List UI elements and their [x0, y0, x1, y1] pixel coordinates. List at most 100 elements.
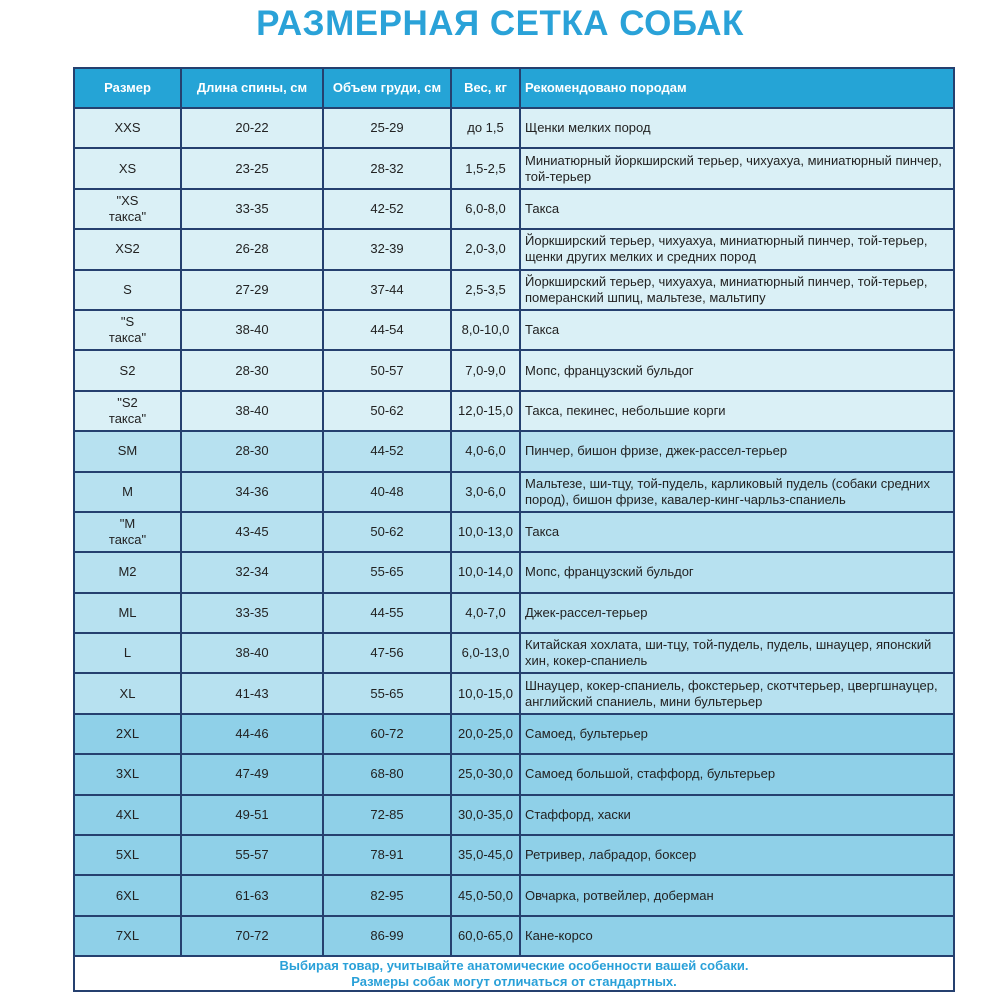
size-cell: M [73, 470, 182, 513]
chest-cell: 44-55 [322, 591, 452, 635]
header-weight: Вес, кг [450, 67, 521, 109]
back-length-cell: 38-40 [180, 389, 324, 433]
weight-cell: до 1,5 [450, 106, 521, 150]
back-length-cell: 44-46 [180, 712, 324, 756]
breeds-cell: Такса [519, 187, 955, 231]
table-row: XS 23-25 28-32 1,5-2,5 Миниатюрный йоркширск… [73, 147, 955, 190]
breeds-cell: Йоркширский терьер, чихуахуа, миниатюрны… [519, 228, 955, 271]
back-length-cell: 32-34 [180, 551, 324, 594]
back-length-cell: 33-35 [180, 187, 324, 231]
size-cell: XXS [73, 106, 182, 150]
weight-cell: 7,0-9,0 [450, 349, 521, 392]
breeds-cell: Мопс, французский бульдог [519, 551, 955, 594]
chest-cell: 47-56 [322, 632, 452, 675]
back-length-cell: 28-30 [180, 349, 324, 392]
table-row: M 34-36 40-48 3,0-6,0 Мальтезе, ши-тцу, той-… [73, 470, 955, 513]
back-length-cell: 26-28 [180, 228, 324, 271]
weight-cell: 4,0-7,0 [450, 591, 521, 635]
breeds-cell: Овчарка, ротвейлер, доберман [519, 874, 955, 917]
weight-cell: 4,0-6,0 [450, 430, 521, 473]
weight-cell: 6,0-8,0 [450, 187, 521, 231]
back-length-cell: 41-43 [180, 672, 324, 715]
chest-cell: 32-39 [322, 228, 452, 271]
breeds-cell: Миниатюрный йоркширский терьер, чихуахуа… [519, 147, 955, 190]
weight-cell: 2,0-3,0 [450, 228, 521, 271]
back-length-cell: 27-29 [180, 268, 324, 311]
chest-cell: 86-99 [322, 914, 452, 958]
chest-cell: 25-29 [322, 106, 452, 150]
chest-cell: 78-91 [322, 834, 452, 877]
footer-note: Выбирая товар, учитывайте анатомические … [73, 955, 955, 993]
back-length-cell: 28-30 [180, 430, 324, 473]
weight-cell: 60,0-65,0 [450, 914, 521, 958]
back-length-cell: 49-51 [180, 793, 324, 837]
breeds-cell: Ретривер, лабрадор, боксер [519, 834, 955, 877]
header-back-length: Длина спины, см [180, 67, 324, 109]
chest-cell: 37-44 [322, 268, 452, 311]
footer-row: Выбирая товар, учитывайте анатомические … [73, 955, 955, 993]
weight-cell: 10,0-14,0 [450, 551, 521, 594]
chest-cell: 50-62 [322, 510, 452, 554]
chest-cell: 50-62 [322, 389, 452, 433]
back-length-cell: 43-45 [180, 510, 324, 554]
size-cell: ML [73, 591, 182, 635]
table-row: S 27-29 37-44 2,5-3,5 Йоркширский терьер, чи… [73, 268, 955, 311]
breeds-cell: Самоед, бультерьер [519, 712, 955, 756]
breeds-cell: Стаффорд, хаски [519, 793, 955, 837]
weight-cell: 30,0-35,0 [450, 793, 521, 837]
size-cell: 4XL [73, 793, 182, 837]
table-row: S2 28-30 50-57 7,0-9,0 Мопс, французский бул… [73, 349, 955, 392]
back-length-cell: 38-40 [180, 632, 324, 675]
chest-cell: 60-72 [322, 712, 452, 756]
size-cell: "XS такса" [73, 187, 182, 231]
back-length-cell: 61-63 [180, 874, 324, 917]
breeds-cell: Мальтезе, ши-тцу, той-пудель, карликовый… [519, 470, 955, 513]
chest-cell: 50-57 [322, 349, 452, 392]
back-length-cell: 47-49 [180, 753, 324, 796]
table-row: 7XL 70-72 86-99 60,0-65,0 Кане-корсо [73, 914, 955, 958]
breeds-cell: Такса, пекинес, небольшие корги [519, 389, 955, 433]
size-cell: "M такса" [73, 510, 182, 554]
header-chest: Объем груди, см [322, 67, 452, 109]
table-row: "S2 такса" 38-40 50-62 12,0-15,0 Такса, пеки… [73, 389, 955, 433]
chest-cell: 72-85 [322, 793, 452, 837]
table-row: "XS такса" 33-35 42-52 6,0-8,0 Такса [73, 187, 955, 231]
breeds-cell: Мопс, французский бульдог [519, 349, 955, 392]
table-row: 3XL 47-49 68-80 25,0-30,0 Самоед большой, ст… [73, 753, 955, 796]
size-cell: "S такса" [73, 308, 182, 352]
header-breeds: Рекомендовано породам [519, 67, 955, 109]
breeds-cell: Кане-корсо [519, 914, 955, 958]
breeds-cell: Джек-рассел-терьер [519, 591, 955, 635]
table-row: 2XL 44-46 60-72 20,0-25,0 Самоед, бультерьер [73, 712, 955, 756]
size-cell: S [73, 268, 182, 311]
size-chart-table: Размер Длина спины, см Объем груди, см В… [73, 67, 955, 993]
table-row: "S такса" 38-40 44-54 8,0-10,0 Такса [73, 308, 955, 352]
table-row: XL 41-43 55-65 10,0-15,0 Шнауцер, кокер-спан… [73, 672, 955, 715]
size-cell: 5XL [73, 834, 182, 877]
breeds-cell: Шнауцер, кокер-спаниель, фокстерьер, ско… [519, 672, 955, 715]
header-size: Размер [73, 67, 182, 109]
weight-cell: 20,0-25,0 [450, 712, 521, 756]
size-cell: S2 [73, 349, 182, 392]
chest-cell: 55-65 [322, 672, 452, 715]
table-row: XS2 26-28 32-39 2,0-3,0 Йоркширский терьер, … [73, 228, 955, 271]
table-row: "M такса" 43-45 50-62 10,0-13,0 Такса [73, 510, 955, 554]
breeds-cell: Самоед большой, стаффорд, бультерьер [519, 753, 955, 796]
size-cell: XL [73, 672, 182, 715]
weight-cell: 6,0-13,0 [450, 632, 521, 675]
breeds-cell: Китайская хохлата, ши-тцу, той-пудель, п… [519, 632, 955, 675]
weight-cell: 45,0-50,0 [450, 874, 521, 917]
size-cell: L [73, 632, 182, 675]
size-cell: 2XL [73, 712, 182, 756]
size-cell: 7XL [73, 914, 182, 958]
back-length-cell: 20-22 [180, 106, 324, 150]
table-row: 4XL 49-51 72-85 30,0-35,0 Стаффорд, хаски [73, 793, 955, 837]
chest-cell: 40-48 [322, 470, 452, 513]
size-cell: SM [73, 430, 182, 473]
weight-cell: 35,0-45,0 [450, 834, 521, 877]
size-cell: 3XL [73, 753, 182, 796]
table-row: ML 33-35 44-55 4,0-7,0 Джек-рассел-терьер [73, 591, 955, 635]
size-cell: 6XL [73, 874, 182, 917]
back-length-cell: 70-72 [180, 914, 324, 958]
weight-cell: 25,0-30,0 [450, 753, 521, 796]
